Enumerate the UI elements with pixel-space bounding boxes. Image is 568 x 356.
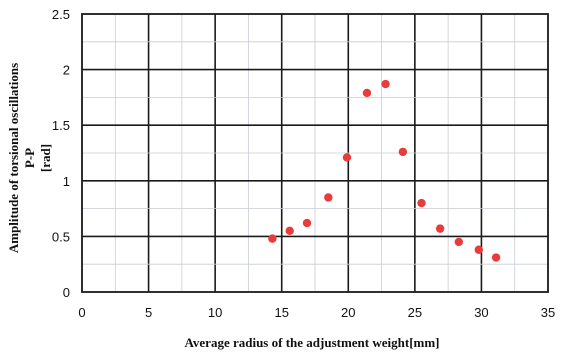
y-axis-title-line-1: Amplitude of torsional oscillations xyxy=(6,63,21,253)
y-tick-label: 1.5 xyxy=(52,118,70,133)
y-tick-label: 2.5 xyxy=(52,7,70,22)
plot-grid xyxy=(82,14,548,292)
y-axis-title-line-3: [rad] xyxy=(38,144,53,172)
data-point xyxy=(454,237,463,247)
y-axis-title: Amplitude of torsional oscillations P-P … xyxy=(6,63,53,253)
y-tick-label: 0 xyxy=(63,285,70,300)
data-point xyxy=(342,153,352,162)
x-tick-label: 0 xyxy=(78,305,85,320)
data-point xyxy=(474,245,483,254)
x-tick-label: 25 xyxy=(408,305,422,320)
x-tick-label: 20 xyxy=(341,305,355,320)
data-points xyxy=(268,79,501,262)
plot-border xyxy=(81,13,549,293)
plot-frame xyxy=(81,13,549,293)
data-point xyxy=(362,88,372,98)
data-point xyxy=(417,198,426,208)
data-point xyxy=(285,226,294,236)
data-point xyxy=(302,218,312,228)
data-point xyxy=(491,253,501,262)
x-tick-label: 35 xyxy=(541,305,555,320)
y-axis-title-line-2: P-P xyxy=(22,148,37,168)
x-tick-label: 5 xyxy=(145,305,152,320)
data-point xyxy=(324,193,333,202)
data-point xyxy=(435,224,445,233)
x-tick-label: 15 xyxy=(274,305,288,320)
x-tick-labels: 0 5 10 15 20 25 30 35 xyxy=(78,305,555,320)
x-tick-label: 30 xyxy=(474,305,488,320)
x-tick-label: 10 xyxy=(208,305,222,320)
y-tick-label: 2 xyxy=(63,63,70,78)
y-tick-label: 1 xyxy=(63,174,70,189)
y-tick-labels: 0 0.5 1 1.5 2 2.5 xyxy=(52,7,70,300)
data-point xyxy=(268,234,277,243)
data-point xyxy=(398,147,408,157)
data-point xyxy=(381,79,390,89)
x-axis-title: Average radius of the adjustment weight[… xyxy=(184,335,439,350)
y-tick-label: 0.5 xyxy=(52,229,70,244)
